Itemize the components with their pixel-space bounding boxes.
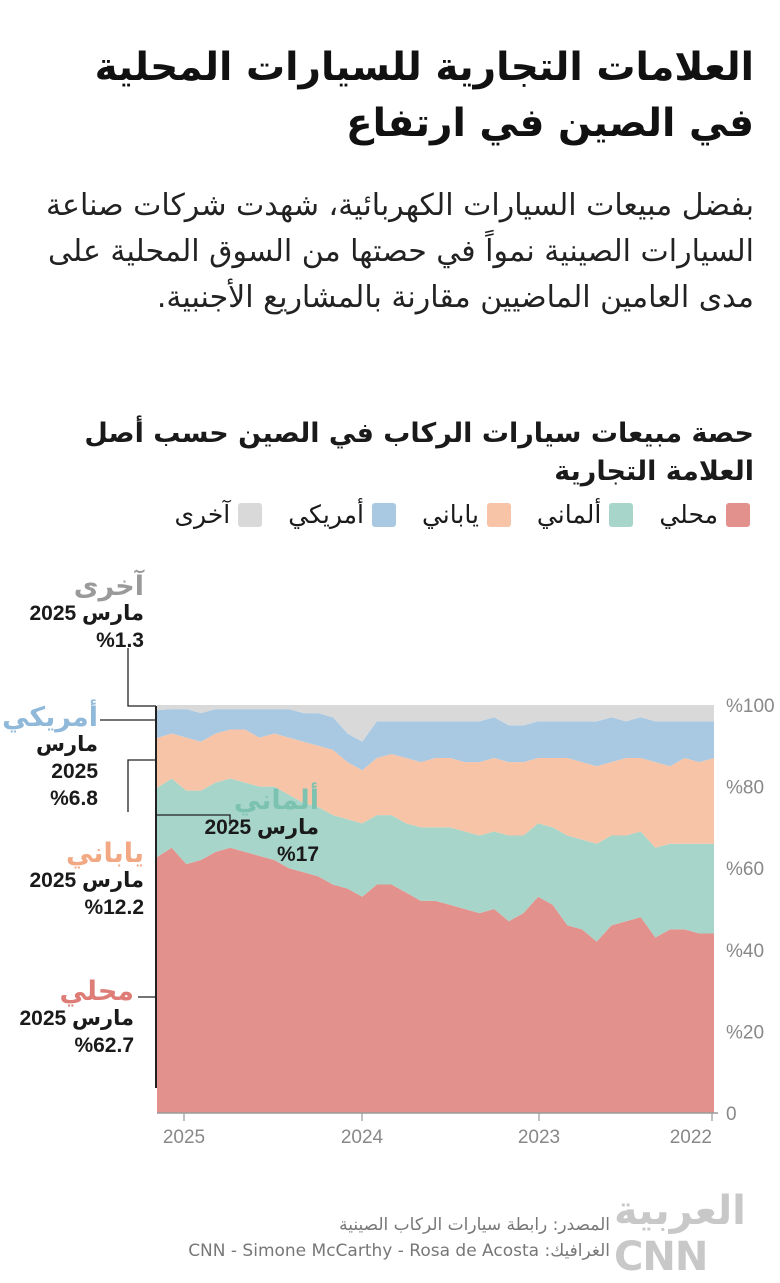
legend-swatch-other	[238, 502, 263, 527]
legend: محلي ألماني ياباني أمريكي آخرى	[174, 500, 750, 529]
leader-german	[156, 814, 231, 826]
legend-item-german: ألماني	[536, 500, 634, 529]
source-line: المصدر: رابطة سيارات الركاب الصينية	[339, 1215, 610, 1235]
area-other	[157, 705, 714, 742]
callout-american-date-line1: مارس	[36, 733, 98, 756]
legend-label-american: أمريكي	[288, 500, 364, 529]
callout-domestic-date: مارس 2025	[19, 1007, 134, 1030]
callout-german-date: مارس 2025	[204, 816, 319, 839]
callout-german: ألماني مارس 2025 %17	[185, 787, 319, 868]
cnn-arabic-logo: العربية CNN	[614, 1188, 747, 1280]
callout-other-value: %1.3	[96, 629, 144, 652]
area-german	[157, 778, 714, 942]
callout-american-name: أمريكي	[2, 702, 98, 733]
callout-other-date: مارس 2025	[29, 602, 144, 625]
legend-label-other: آخرى	[174, 500, 231, 529]
callout-japanese: ياباني مارس 2025 %12.2	[20, 840, 144, 921]
callout-japanese-date: مارس 2025	[29, 869, 144, 892]
legend-item-domestic: محلي	[659, 500, 750, 529]
chart-title: حصة مبيعات سيارات الركاب في الصين حسب أص…	[84, 418, 754, 487]
callout-american-value: %6.8	[50, 787, 98, 810]
x-tick-label: 2024	[341, 1127, 384, 1148]
callout-other-name: آخرى	[73, 571, 144, 602]
callout-american: أمريكي مارس 2025 %6.8	[2, 702, 98, 812]
legend-swatch-japanese	[486, 502, 511, 527]
callout-domestic: محلي مارس 2025 %62.7	[10, 978, 134, 1059]
callout-japanese-name: ياباني	[65, 838, 144, 869]
callout-german-name: ألماني	[233, 785, 319, 816]
graphic-credit-line: الغرافيك: CNN - Simone McCarthy - Rosa d…	[188, 1241, 610, 1261]
x-tick-label: 2025	[163, 1127, 205, 1148]
y-tick-label: %40	[726, 941, 764, 962]
y-tick-label: 0	[726, 1104, 737, 1125]
leader-japanese	[127, 759, 156, 812]
legend-swatch-american	[371, 502, 396, 527]
y-tick-label: %100	[726, 696, 775, 717]
area-american	[157, 709, 714, 771]
callout-domestic-name: محلي	[59, 976, 134, 1007]
y-tick-label: %20	[726, 1022, 764, 1043]
legend-item-american: أمريكي	[288, 500, 396, 529]
leader-other	[127, 648, 156, 707]
area-domestic	[157, 847, 714, 1113]
headline: العلامات التجارية للسيارات المحلية في ال…	[94, 45, 754, 146]
x-tick-label: 2022	[670, 1127, 712, 1148]
legend-swatch-german	[609, 502, 634, 527]
legend-label-domestic: محلي	[659, 500, 718, 529]
x-tick-label: 2023	[518, 1127, 560, 1148]
y-tick-label: %60	[726, 859, 764, 880]
source-credit: المصدر: رابطة سيارات الركاب الصينية الغر…	[150, 1212, 610, 1264]
legend-label-german: ألماني	[536, 500, 602, 529]
legend-label-japanese: ياباني	[421, 500, 479, 529]
area-japanese	[157, 729, 714, 848]
chart-areas	[157, 705, 714, 1113]
callout-german-value: %17	[276, 843, 319, 866]
callout-american-date-line2: 2025	[51, 760, 98, 783]
callout-other: آخرى مارس 2025 %1.3	[20, 573, 144, 654]
legend-item-other: آخرى	[174, 500, 263, 529]
callout-japanese-value: %12.2	[84, 896, 144, 919]
callout-leaders	[100, 648, 231, 1088]
legend-swatch-domestic	[726, 502, 750, 527]
subtitle: بفضل مبيعات السيارات الكهربائية، شهدت شر…	[45, 188, 754, 315]
callout-domestic-value: %62.7	[74, 1034, 134, 1057]
y-tick-label: %80	[726, 778, 764, 799]
legend-item-japanese: ياباني	[422, 500, 511, 529]
chart-axis: 0 %20 %40 %60 %80 %100 2025 2024 2023 2022	[157, 696, 775, 1148]
